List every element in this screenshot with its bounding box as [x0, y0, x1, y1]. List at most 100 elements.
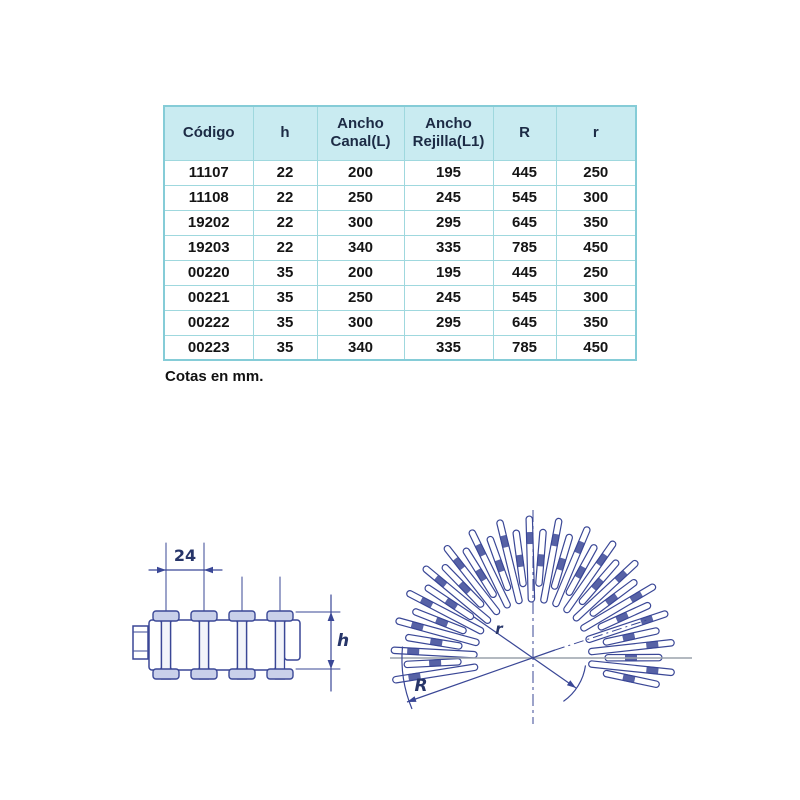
arrow-down-icon: [327, 660, 335, 669]
slat-connector: [475, 543, 486, 557]
grille-slat: [540, 517, 563, 604]
pin-cap-bottom: [152, 668, 180, 680]
grille-slat: [535, 528, 547, 587]
column-header: Ancho Rejilla(L1): [403, 105, 494, 161]
slat-connector: [430, 637, 443, 647]
inner-radius-dimension: r: [473, 616, 577, 689]
table-cell: 300: [316, 309, 405, 336]
grille-slat: [441, 563, 485, 608]
grille-slat: [589, 578, 638, 617]
slat-connector: [407, 647, 420, 656]
table-cell: 22: [252, 184, 318, 211]
slat-connector: [410, 621, 424, 631]
table-cell: 19202: [163, 209, 254, 236]
arrow-up-icon: [327, 612, 335, 621]
table-cell: 11107: [163, 159, 254, 186]
table-cell: 350: [555, 309, 637, 336]
slat-connector: [453, 557, 465, 570]
table-cell: 300: [316, 209, 405, 236]
grille-slat: [392, 663, 479, 684]
link-body: [207, 619, 239, 671]
slat-connector: [458, 581, 471, 594]
grille-slat: [565, 544, 598, 596]
link-body: [169, 619, 201, 671]
table-cell: 295: [403, 309, 494, 336]
grille-slat: [390, 646, 478, 659]
table-cell: 35: [252, 309, 318, 336]
units-note: Cotas en mm.: [165, 368, 264, 385]
table-cell: 250: [555, 159, 637, 186]
grille-slat: [422, 565, 492, 624]
grille-slat: [550, 533, 574, 590]
table-cell: 350: [555, 209, 637, 236]
slat-connector: [615, 612, 629, 623]
table-cell: 195: [403, 159, 494, 186]
height-dimension: h: [295, 594, 349, 692]
grille-slat: [588, 660, 675, 677]
arrow-right-icon: [204, 566, 213, 574]
table-cell: 00221: [163, 284, 254, 311]
grille-slat: [486, 535, 512, 592]
slat-connector: [499, 535, 510, 548]
grille-slats: [390, 515, 675, 688]
slat-connector: [434, 575, 448, 588]
grille-slat: [406, 590, 485, 635]
outer-radius-label: R: [414, 676, 427, 696]
slat-connector: [622, 632, 636, 642]
pin-cap-top: [190, 610, 218, 622]
arrow-icon: [566, 680, 576, 688]
slat-connector: [429, 659, 442, 667]
table-cell: 245: [403, 184, 494, 211]
slat-connector: [629, 591, 643, 603]
outer-radius-arc: [401, 646, 413, 710]
pin-cap-top: [266, 610, 294, 622]
slat-connector: [556, 557, 567, 571]
grille-slat: [462, 547, 497, 599]
table-cell: 335: [403, 234, 494, 261]
link-body: [148, 619, 163, 671]
grille-slat: [602, 627, 660, 646]
grille-slat: [525, 515, 536, 603]
grille-slat: [578, 559, 620, 606]
table-cell: 22: [252, 234, 318, 261]
slat-connector: [646, 666, 659, 675]
table-row: 00222 35 300 295 645 350: [163, 309, 637, 336]
slat-connector: [444, 597, 458, 610]
slat-connector: [596, 553, 608, 567]
height-dimension-label: h: [337, 631, 349, 651]
table-cell: 250: [316, 284, 405, 311]
pitch-dimension-label: 24: [174, 546, 196, 565]
pin-cap-top: [228, 610, 256, 622]
table-cell: 35: [252, 259, 318, 286]
pin-cap-bottom: [228, 668, 256, 680]
slat-connector: [574, 565, 586, 579]
table-cell: 250: [555, 259, 637, 286]
link-body: [283, 619, 301, 661]
slat-connector: [515, 554, 525, 568]
table-cell: 35: [252, 334, 318, 361]
pitch-dimension: 24: [148, 546, 223, 574]
end-tab-lines: [133, 631, 148, 652]
grille-slat: [597, 601, 652, 631]
table-cell: 22: [252, 159, 318, 186]
slat-connector: [591, 577, 604, 591]
table-cell: 200: [316, 259, 405, 286]
column-header: R: [492, 105, 557, 161]
table-cell: 245: [403, 284, 494, 311]
table-cell: 00223: [163, 334, 254, 361]
slat-connector: [420, 597, 434, 608]
slat-connector: [574, 540, 585, 554]
grille-slat: [552, 526, 591, 608]
table-cell: 335: [403, 334, 494, 361]
table-cell: 545: [492, 284, 557, 311]
table-cell: 450: [555, 334, 637, 361]
table-cell: 295: [403, 209, 494, 236]
grille-slat: [468, 529, 511, 609]
column-header: r: [555, 105, 637, 161]
link-body: [245, 619, 277, 671]
side-view-diagram: 24 h: [132, 542, 349, 692]
pin-cap-bottom: [266, 668, 294, 680]
grille-slat: [602, 669, 660, 688]
table-row: 11107 22 200 195 445 250: [163, 159, 637, 186]
